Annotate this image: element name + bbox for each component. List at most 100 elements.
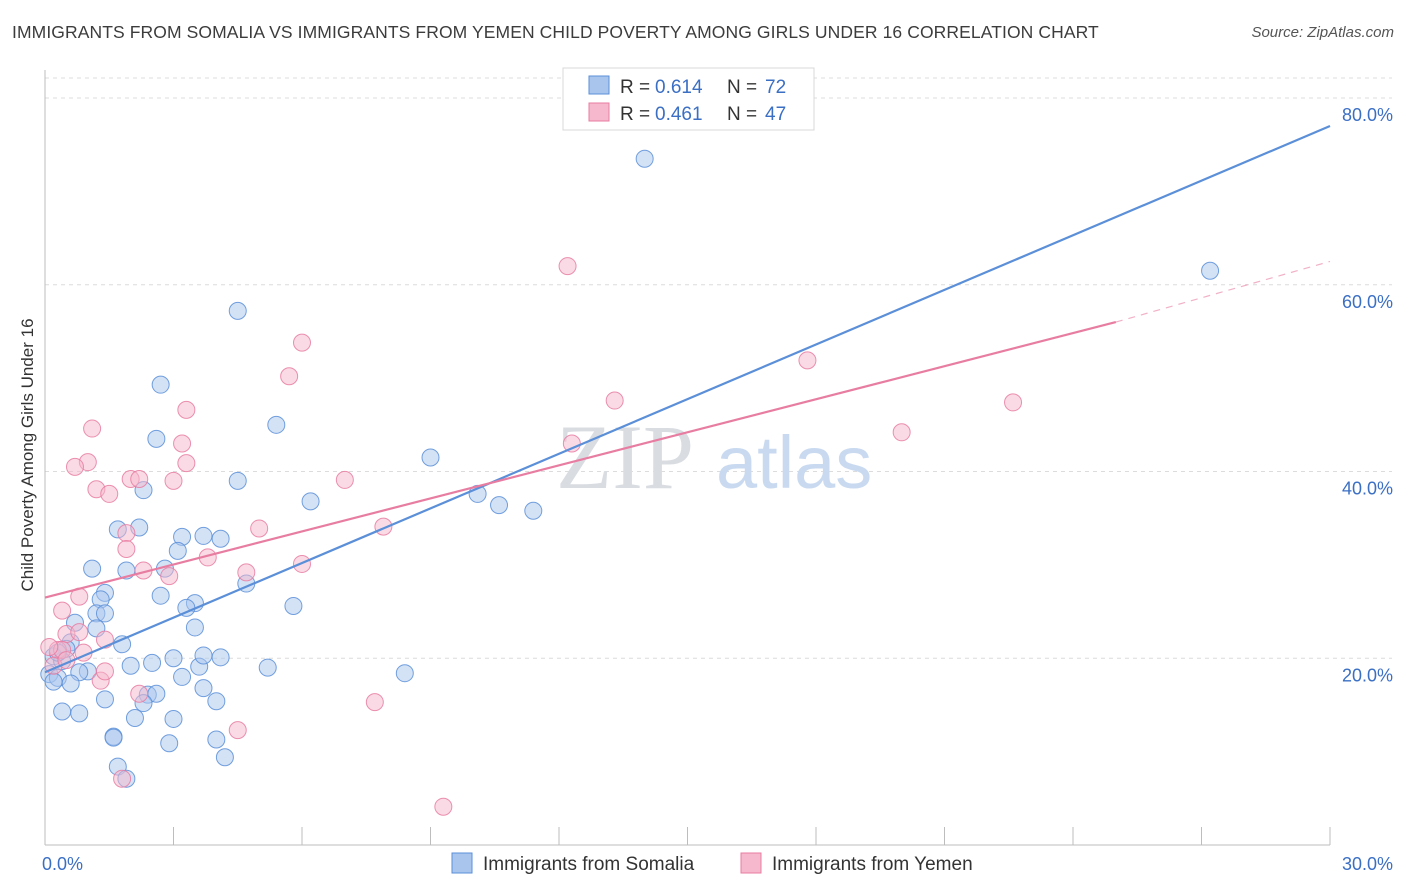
point-somalia-46 <box>143 653 162 672</box>
trend-lines <box>44 125 1331 674</box>
point-yemen-19 <box>100 484 119 503</box>
point-yemen-37 <box>40 638 59 657</box>
point-somalia-52 <box>395 664 414 683</box>
chart-title: IMMIGRANTS FROM SOMALIA VS IMMIGRANTS FR… <box>12 22 1099 42</box>
legend-label-yemen: Immigrants from Yemen <box>772 854 973 875</box>
point-somalia-7 <box>228 471 247 490</box>
legend-swatch-yemen <box>588 102 610 122</box>
point-somalia-19 <box>83 559 102 578</box>
point-somalia-47 <box>164 649 183 668</box>
point-somalia-12 <box>524 501 543 520</box>
point-yemen-30 <box>53 601 72 620</box>
watermark: ZIP atlas <box>556 406 872 508</box>
legend-swatch-somalia <box>588 75 610 95</box>
point-somalia-54 <box>194 679 213 698</box>
point-yemen-4 <box>605 391 624 410</box>
legend-swatch-yemen-bottom <box>740 852 762 874</box>
x-tick-label-0: 0.0% <box>42 854 83 874</box>
point-yemen-22 <box>117 524 136 543</box>
point-somalia-6 <box>421 448 440 467</box>
y-tick-label-3: 80.0% <box>1342 105 1393 125</box>
point-somalia-11 <box>490 496 509 515</box>
y-tick-label-1: 40.0% <box>1342 479 1393 499</box>
legend-series: Immigrants from Somalia Immigrants from … <box>451 852 973 875</box>
legend-r-label-somalia: R = <box>620 77 650 98</box>
axes <box>44 70 1331 846</box>
point-yemen-8 <box>83 419 102 438</box>
watermark-zip: ZIP <box>556 406 694 508</box>
point-somalia-51 <box>258 658 277 677</box>
legend-n-value-yemen: 47 <box>765 104 786 125</box>
point-yemen-46 <box>434 797 453 816</box>
point-somalia-45 <box>121 656 140 675</box>
x-tick-label-1: 30.0% <box>1342 854 1393 874</box>
point-somalia-16 <box>194 526 213 545</box>
point-yemen-12 <box>65 457 84 476</box>
point-somalia-32 <box>185 618 204 637</box>
point-somalia-44 <box>61 674 80 693</box>
point-somalia-60 <box>53 702 72 721</box>
point-somalia-50 <box>211 648 230 667</box>
point-somalia-63 <box>164 709 183 728</box>
point-somalia-24 <box>151 586 170 605</box>
trend-line-yemen <box>44 321 1117 599</box>
legend-swatch-somalia-bottom <box>451 852 473 874</box>
y-axis-label: Child Poverty Among Girls Under 16 <box>18 318 37 591</box>
point-yemen-44 <box>228 721 247 740</box>
point-yemen-3 <box>798 351 817 370</box>
point-somalia-57 <box>95 690 114 709</box>
point-somalia-1 <box>1201 261 1220 280</box>
legend-r-value-yemen: 0.461 <box>655 104 703 125</box>
point-yemen-18 <box>164 471 183 490</box>
point-yemen-9 <box>173 434 192 453</box>
point-yemen-21 <box>250 519 269 538</box>
point-somalia-18 <box>168 541 187 560</box>
point-yemen-16 <box>335 470 354 489</box>
tick-labels: 20.0% 40.0% 60.0% 80.0% 0.0% 30.0% <box>42 105 1393 874</box>
legend-r-label-yemen: R = <box>620 104 650 125</box>
point-yemen-7 <box>892 423 911 442</box>
point-somalia-65 <box>104 728 123 747</box>
point-somalia-30 <box>284 596 303 615</box>
legend-n-value-somalia: 72 <box>765 77 786 98</box>
point-somalia-3 <box>151 375 170 394</box>
point-yemen-2 <box>280 367 299 386</box>
point-yemen-45 <box>113 769 132 788</box>
trend-line-yemen-extension <box>1115 260 1331 323</box>
point-somalia-58 <box>207 692 226 711</box>
point-yemen-32 <box>70 623 89 642</box>
point-somalia-5 <box>147 429 166 448</box>
point-somalia-61 <box>70 704 89 723</box>
point-yemen-43 <box>365 693 384 712</box>
point-yemen-23 <box>117 540 136 559</box>
point-yemen-42 <box>130 684 149 703</box>
trend-line-somalia <box>44 125 1331 674</box>
point-yemen-15 <box>130 469 149 488</box>
legend-r-value-somalia: 0.614 <box>655 77 703 98</box>
legend-stats: R = 0.614 N = 72 R = 0.461 N = 47 <box>562 67 815 131</box>
point-yemen-27 <box>237 563 256 582</box>
point-yemen-41 <box>95 662 114 681</box>
point-somalia-62 <box>125 709 144 728</box>
point-somalia-49 <box>194 646 213 665</box>
point-somalia-4 <box>267 415 286 434</box>
point-yemen-5 <box>1004 393 1023 412</box>
y-tick-label-2: 60.0% <box>1342 292 1393 312</box>
point-somalia-53 <box>173 667 192 686</box>
point-somalia-0 <box>635 149 654 168</box>
point-yemen-1 <box>293 333 311 352</box>
point-yemen-13 <box>177 454 196 473</box>
point-somalia-9 <box>301 492 320 511</box>
data-points <box>40 149 1220 816</box>
point-yemen-0 <box>558 257 577 276</box>
legend-n-label-somalia: N = <box>727 77 757 98</box>
point-somalia-43 <box>44 672 63 691</box>
point-somalia-17 <box>211 529 230 548</box>
point-yemen-33 <box>95 630 114 649</box>
point-yemen-6 <box>177 400 196 419</box>
point-yemen-10 <box>562 434 581 453</box>
point-somalia-68 <box>215 748 234 767</box>
watermark-atlas: atlas <box>716 421 872 504</box>
point-yemen-28 <box>160 567 179 586</box>
